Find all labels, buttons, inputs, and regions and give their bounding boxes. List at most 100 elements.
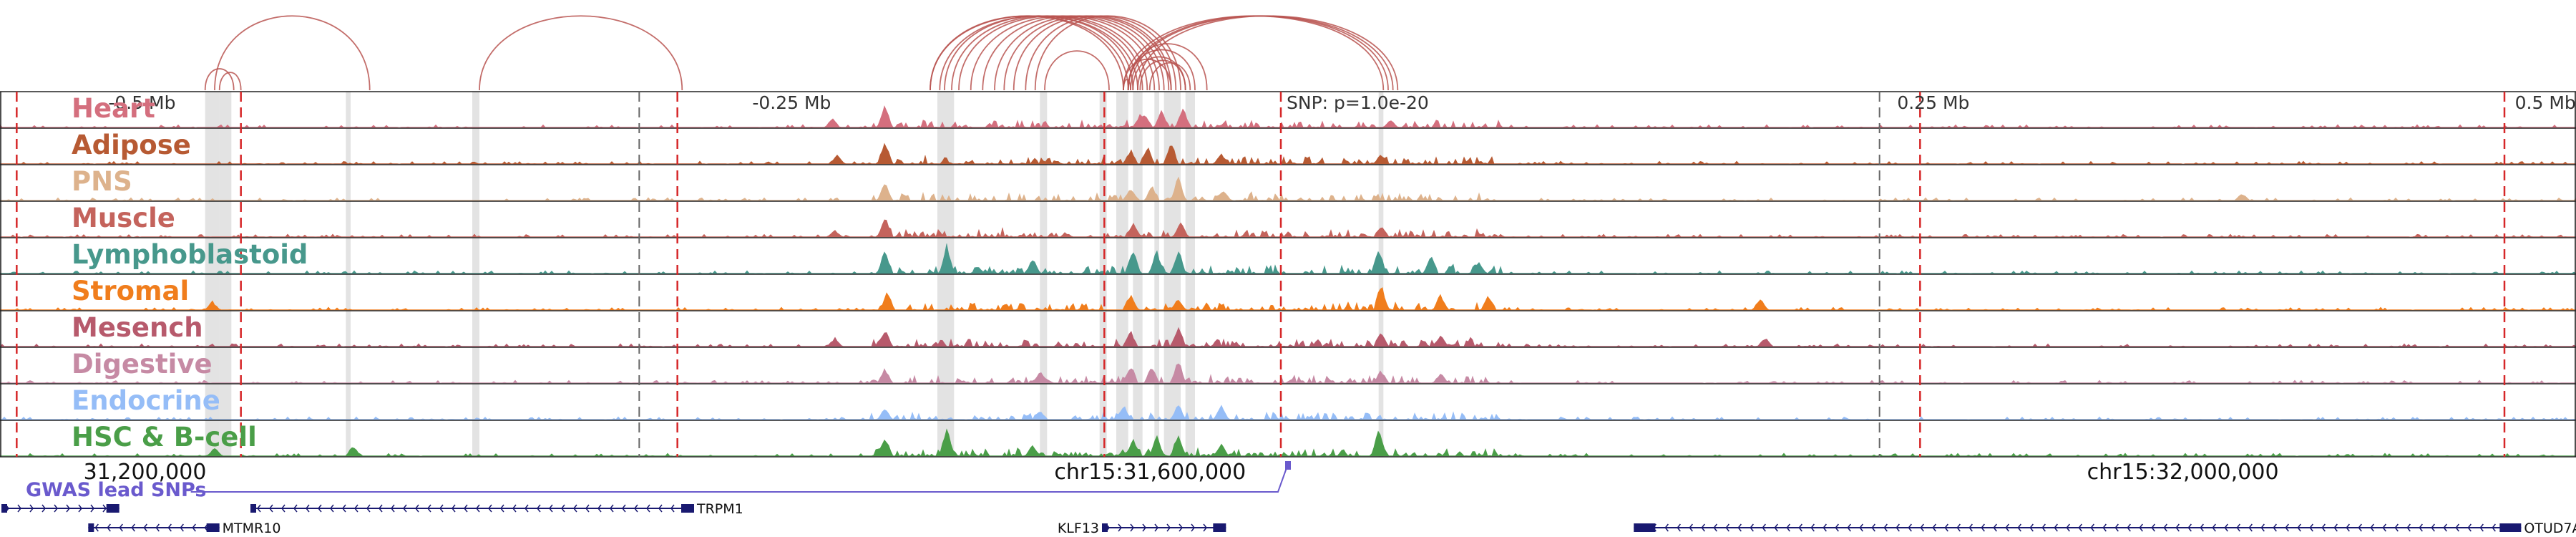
signal-area bbox=[0, 219, 2576, 238]
strand-arrow bbox=[2224, 523, 2228, 532]
strand-arrow bbox=[2041, 523, 2046, 532]
gene-label: OTUD7A bbox=[2524, 521, 2576, 536]
strand-arrow bbox=[2248, 523, 2253, 532]
strand-arrow bbox=[107, 523, 111, 532]
strand-arrow bbox=[2090, 523, 2094, 532]
track-heart bbox=[0, 105, 2576, 129]
track-label: Heart bbox=[72, 93, 155, 124]
strand-arrow bbox=[2029, 523, 2034, 532]
strand-arrow bbox=[1142, 523, 1146, 532]
strand-arrow bbox=[1786, 523, 1790, 532]
exon bbox=[681, 504, 694, 513]
strand-arrow bbox=[537, 504, 541, 513]
strand-arrow bbox=[2175, 523, 2180, 532]
strand-arrow bbox=[1920, 523, 1924, 532]
track-adipose bbox=[0, 142, 2576, 165]
track-label: HSC & B-cell bbox=[72, 422, 257, 453]
strand-arrow bbox=[476, 504, 480, 513]
loop-arc bbox=[214, 15, 371, 91]
strand-arrow bbox=[1664, 523, 1669, 532]
strand-arrow bbox=[2163, 523, 2167, 532]
strand-arrow bbox=[2467, 523, 2472, 532]
strand-arrow bbox=[2419, 523, 2423, 532]
loop-arc bbox=[204, 68, 235, 91]
strand-arrow bbox=[2394, 523, 2399, 532]
signal-area bbox=[0, 243, 2576, 274]
strand-arrow bbox=[306, 504, 310, 513]
strand-arrow bbox=[131, 523, 135, 532]
exon bbox=[1102, 523, 1108, 532]
strand-arrow bbox=[1130, 523, 1134, 532]
track-digestive bbox=[0, 363, 2576, 384]
loop-arc bbox=[1148, 62, 1191, 91]
strand-arrow bbox=[2492, 523, 2496, 532]
strand-arrow bbox=[1993, 523, 1997, 532]
marker-lines bbox=[16, 92, 2506, 457]
strand-arrow bbox=[2479, 523, 2484, 532]
strand-arrow bbox=[2346, 523, 2350, 532]
strand-arrow bbox=[561, 504, 565, 513]
strand-arrow bbox=[610, 504, 614, 513]
strand-arrow bbox=[573, 504, 577, 513]
strand-arrow bbox=[78, 504, 82, 513]
strand-arrow bbox=[1762, 523, 1766, 532]
gwas-label: GWAS lead SNPs bbox=[26, 479, 206, 501]
track-labels: Heart Adipose PNS Muscle Lymphoblastoid Strom… bbox=[72, 93, 308, 453]
strand-arrow bbox=[1166, 523, 1171, 532]
strand-arrow bbox=[2114, 523, 2119, 532]
strand-arrow bbox=[2285, 523, 2289, 532]
coordinate-label: 31,200,000 bbox=[84, 460, 207, 485]
track-mesench bbox=[0, 326, 2576, 348]
loop-arc bbox=[1137, 15, 1399, 91]
strand-arrow bbox=[2260, 523, 2265, 532]
track-label: Digestive bbox=[72, 349, 213, 379]
strand-arrow bbox=[318, 504, 322, 513]
track-pns bbox=[0, 176, 2576, 202]
strand-arrow bbox=[102, 504, 107, 513]
strand-arrow bbox=[634, 504, 638, 513]
strand-arrow bbox=[464, 504, 468, 513]
strand-arrow bbox=[281, 504, 286, 513]
gene-i1: I1 bbox=[1, 504, 119, 513]
strand-arrow bbox=[1810, 523, 1815, 532]
gene-label: TRPM1 bbox=[696, 501, 743, 517]
strand-arrow bbox=[293, 504, 298, 513]
exon bbox=[2499, 523, 2522, 532]
strand-arrow bbox=[167, 523, 172, 532]
strand-arrow bbox=[488, 504, 492, 513]
strand-arrow bbox=[2309, 523, 2313, 532]
chromatin-loops bbox=[204, 15, 1399, 91]
strand-arrow bbox=[342, 504, 346, 513]
strand-arrow bbox=[2358, 523, 2362, 532]
strand-arrow bbox=[2066, 523, 2070, 532]
ruler-label: -0.25 Mb bbox=[752, 92, 831, 113]
strand-arrow bbox=[2200, 523, 2204, 532]
strand-arrow bbox=[512, 504, 517, 513]
strand-arrow bbox=[180, 523, 184, 532]
strand-arrow bbox=[2431, 523, 2435, 532]
strand-arrow bbox=[330, 504, 334, 513]
strand-arrow bbox=[1118, 523, 1122, 532]
strand-arrow bbox=[439, 504, 444, 513]
strand-arrow bbox=[119, 523, 123, 532]
strand-arrow bbox=[1737, 523, 1742, 532]
exon bbox=[1634, 523, 1656, 532]
strand-arrow bbox=[1968, 523, 1973, 532]
strand-arrow bbox=[42, 504, 46, 513]
strand-arrow bbox=[1883, 523, 1888, 532]
strand-arrow bbox=[622, 504, 626, 513]
strand-arrow bbox=[2017, 523, 2021, 532]
strand-arrow bbox=[1725, 523, 1729, 532]
strand-arrow bbox=[354, 504, 358, 513]
track-label: Endocrine bbox=[72, 385, 220, 416]
exon bbox=[206, 523, 220, 532]
signal-area bbox=[0, 287, 2576, 311]
track-muscle bbox=[0, 219, 2576, 238]
ruler-label: -0.5 Mb bbox=[108, 92, 175, 113]
strand-arrow bbox=[2102, 523, 2107, 532]
loop-arc bbox=[479, 15, 683, 91]
strand-arrow bbox=[646, 504, 650, 513]
strand-arrow bbox=[1798, 523, 1802, 532]
gwas-snp-marker bbox=[1285, 461, 1291, 470]
